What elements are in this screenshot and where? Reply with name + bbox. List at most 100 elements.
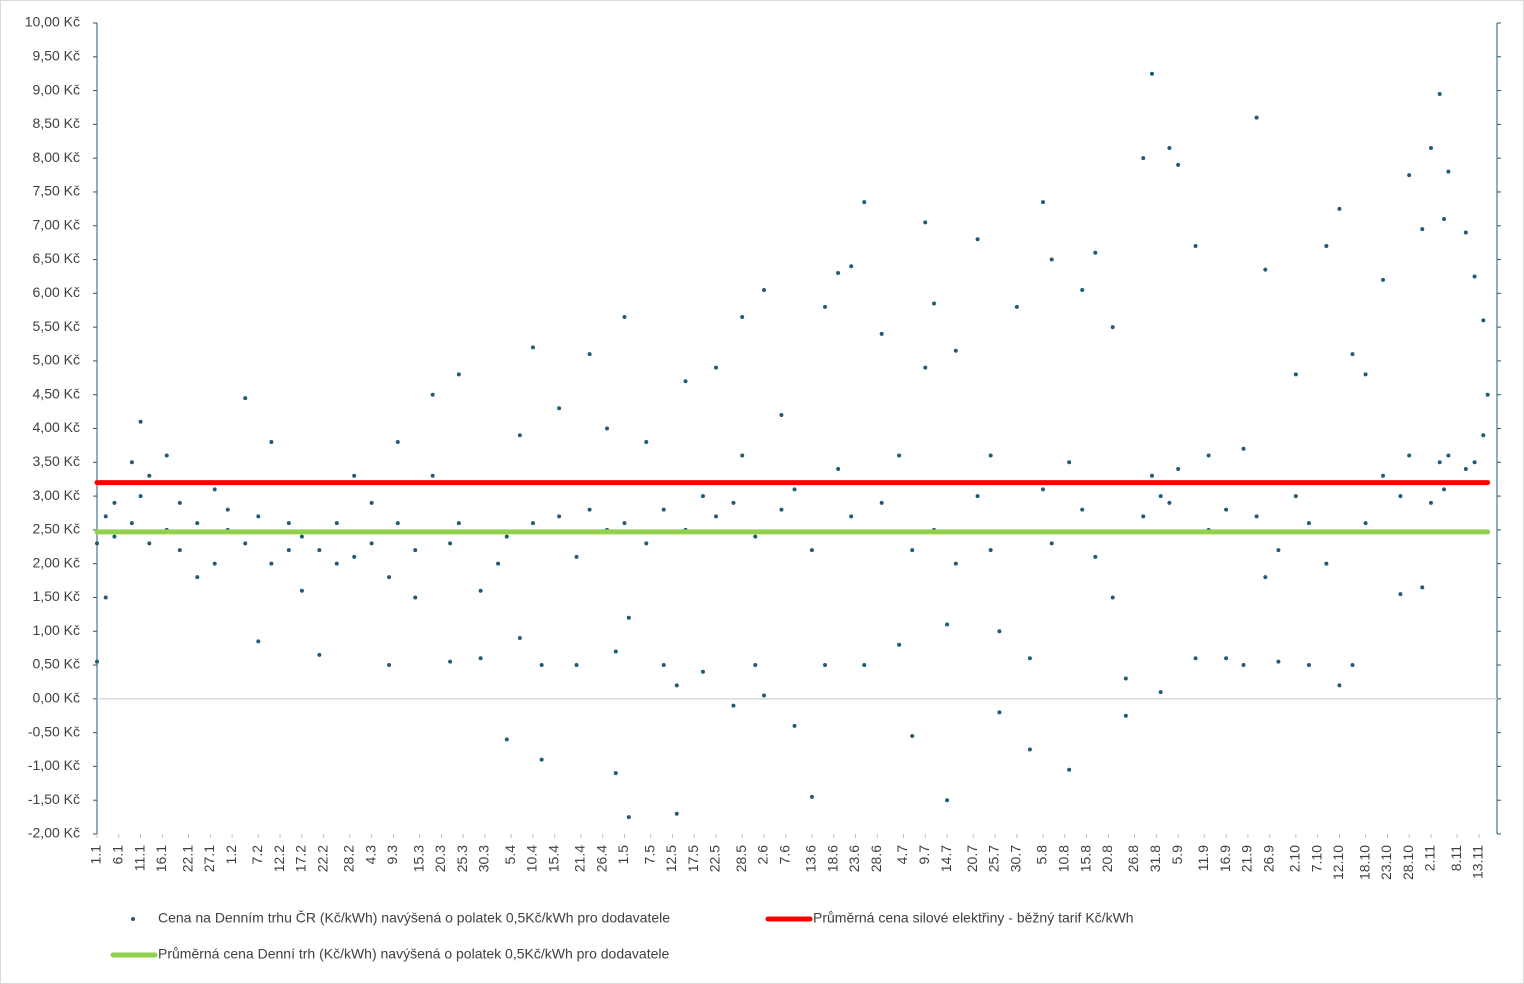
- x-tick-label: 2.10: [1287, 845, 1303, 872]
- data-point: [622, 314, 627, 319]
- data-point: [779, 507, 784, 512]
- x-tick-label: 15.4: [545, 845, 561, 872]
- data-point: [1158, 690, 1163, 695]
- data-point: [129, 460, 134, 465]
- data-point: [753, 663, 758, 668]
- data-point: [1276, 548, 1281, 553]
- data-point: [1141, 156, 1146, 161]
- data-point: [1442, 216, 1447, 221]
- data-point: [225, 507, 230, 512]
- data-point: [674, 811, 679, 816]
- x-tick-label: 23.10: [1378, 845, 1394, 880]
- y-tick-label: 2,50 Kč: [33, 521, 80, 537]
- data-point: [661, 663, 666, 668]
- data-point: [923, 220, 928, 225]
- data-point: [387, 663, 392, 668]
- data-point: [1407, 173, 1412, 178]
- data-point: [530, 521, 535, 526]
- legend-label: Průměrná cena silové elektřiny - běžný t…: [813, 910, 1134, 926]
- x-tick-label: 12.2: [271, 845, 287, 872]
- data-point: [147, 473, 152, 478]
- data-point: [945, 622, 950, 627]
- data-point: [714, 514, 719, 519]
- legend-marker: [131, 917, 135, 921]
- y-tick-label: 4,50 Kč: [33, 385, 80, 401]
- data-point: [731, 500, 736, 505]
- data-point: [945, 798, 950, 803]
- data-point: [103, 514, 108, 519]
- x-tick-label: 28.6: [868, 845, 884, 872]
- data-point: [1437, 91, 1442, 96]
- y-tick-label: 3,00 Kč: [33, 487, 80, 503]
- x-tick-label: 15.8: [1077, 845, 1093, 872]
- data-point: [731, 703, 736, 708]
- data-point: [112, 500, 117, 505]
- data-point: [369, 541, 374, 546]
- x-tick-label: 10.8: [1055, 845, 1071, 872]
- x-tick-label: 28.2: [341, 845, 357, 872]
- data-point: [1446, 453, 1451, 458]
- data-point: [1193, 656, 1198, 661]
- data-point: [478, 588, 483, 593]
- data-point: [1407, 453, 1412, 458]
- data-point: [195, 575, 200, 580]
- data-point: [761, 287, 766, 292]
- data-point: [1446, 169, 1451, 174]
- data-point: [879, 331, 884, 336]
- data-point: [448, 659, 453, 664]
- data-point: [1027, 747, 1032, 752]
- data-point: [1176, 162, 1181, 167]
- y-tick-label: -1,50 Kč: [28, 791, 80, 807]
- data-point: [1398, 494, 1403, 499]
- y-tick-label: 5,00 Kč: [33, 352, 80, 368]
- data-point: [369, 500, 374, 505]
- data-point: [1324, 561, 1329, 566]
- x-tick-label: 13.11: [1470, 845, 1486, 879]
- legend-label: Cena na Denním trhu ČR (Kč/kWh) navýšená…: [158, 910, 670, 926]
- data-point: [1485, 392, 1490, 397]
- x-tick-label: 6.1: [110, 845, 126, 865]
- data-point: [1306, 663, 1311, 668]
- data-point: [1241, 663, 1246, 668]
- data-point: [1324, 244, 1329, 249]
- data-point: [177, 548, 182, 553]
- data-point: [626, 815, 631, 820]
- data-point: [849, 514, 854, 519]
- data-point: [1254, 115, 1259, 120]
- x-tick-label: 12.5: [663, 845, 679, 872]
- y-tick-label: 4,00 Kč: [33, 419, 80, 435]
- data-point: [1093, 250, 1098, 255]
- data-point: [574, 554, 579, 559]
- x-tick-label: 16.9: [1217, 845, 1233, 872]
- y-tick-label: 8,00 Kč: [33, 149, 80, 165]
- x-tick-label: 25.7: [986, 845, 1002, 872]
- data-point: [177, 500, 182, 505]
- x-tick-label: 25.3: [454, 845, 470, 872]
- data-point: [138, 419, 143, 424]
- data-point: [1350, 352, 1355, 357]
- x-tick-label: 17.2: [293, 845, 309, 872]
- data-point: [1093, 554, 1098, 559]
- data-point: [413, 595, 418, 600]
- data-point: [504, 534, 509, 539]
- legend: Cena na Denním trhu ČR (Kč/kWh) navýšená…: [110, 910, 1134, 962]
- x-tick-label: 2.11: [1422, 845, 1438, 871]
- data-point: [1420, 585, 1425, 590]
- data-point: [792, 723, 797, 728]
- data-point: [809, 794, 814, 799]
- data-point: [674, 683, 679, 688]
- data-point: [574, 663, 579, 668]
- y-tick-label: 3,50 Kč: [33, 453, 80, 469]
- data-point: [1141, 514, 1146, 519]
- data-point: [1350, 663, 1355, 668]
- data-point: [138, 494, 143, 499]
- y-tick-label: 1,50 Kč: [33, 588, 80, 604]
- x-tick-label: 21.4: [572, 845, 588, 872]
- y-tick-label: 5,50 Kč: [33, 318, 80, 334]
- data-point: [779, 412, 784, 417]
- data-point: [504, 737, 509, 742]
- x-tick-label: 7.2: [249, 845, 265, 865]
- data-point: [286, 521, 291, 526]
- data-point: [1463, 230, 1468, 235]
